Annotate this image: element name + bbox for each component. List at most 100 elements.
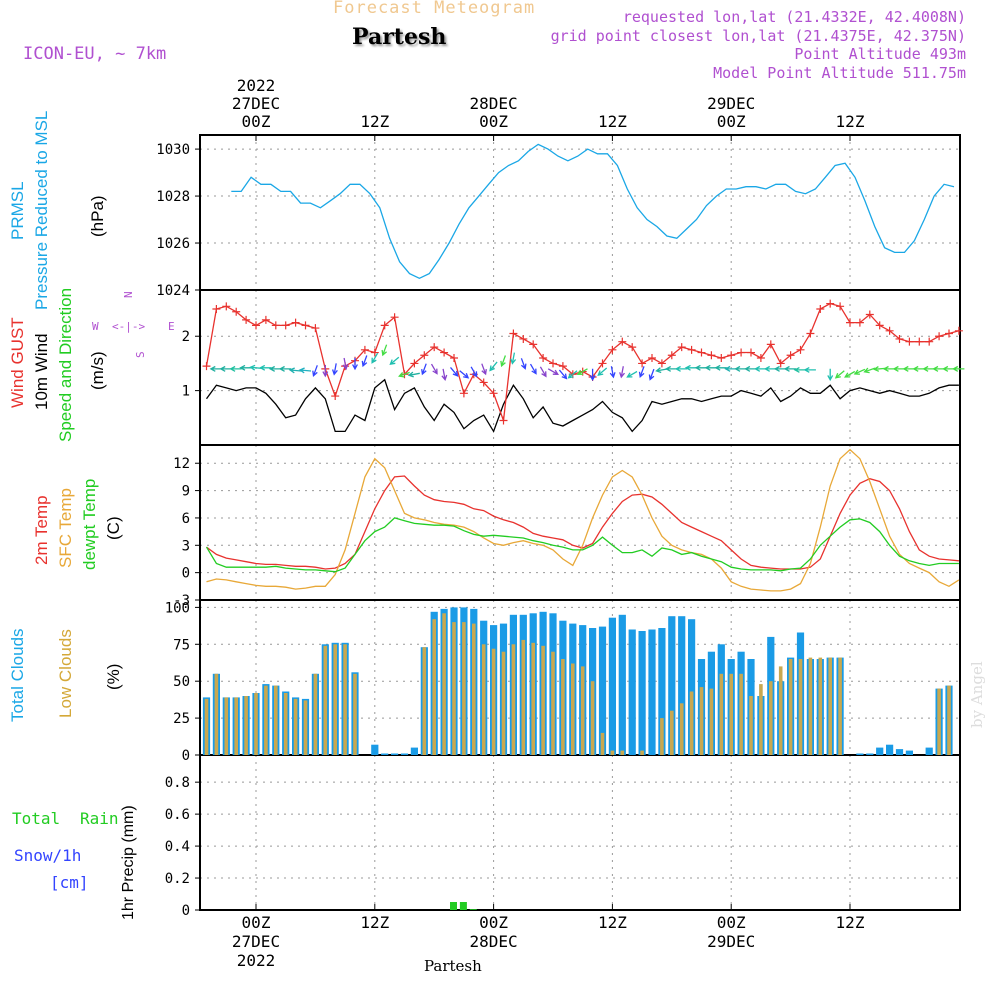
low-cloud-bar [303,700,308,755]
low-cloud-bar [283,693,288,755]
time-label-bottom: 29DEC [707,932,755,951]
low-cloud-bar [274,685,278,755]
ytick-label-wind: 2 [182,329,190,345]
ytick-label-pressure: 1024 [156,283,190,299]
wind-arrow [389,356,400,366]
time-label-top: 12Z [598,112,627,131]
low-cloud-bar [333,644,337,755]
ytick-label-precip: 0 [182,903,190,919]
gust-marker [410,359,419,368]
gust-marker [618,337,627,346]
gust-marker [232,307,241,316]
total-cloud-bar [381,753,389,755]
time-label-bottom: 00Z [242,913,271,932]
gust-marker [667,351,676,360]
low-cloud-bar [343,644,347,755]
wind-arrow [510,352,517,365]
wind-arrow [619,366,626,379]
time-label-bottom: 12Z [836,913,865,932]
ytick-label-clouds: 50 [173,674,190,690]
total-cloud-bar [608,617,616,755]
low-cloud-bar [788,659,793,755]
gust-marker [252,321,260,330]
ytick-label-clouds: 0 [182,748,190,764]
gust-marker [509,329,518,338]
low-cloud-bar [323,645,328,755]
wind-arrow [371,352,379,364]
wind-arrow [361,355,368,368]
gust-marker [747,348,755,357]
total-cloud-bar [876,747,884,755]
gust-marker [657,359,666,368]
gust-marker [420,351,429,360]
gust-marker [261,315,270,324]
total-cloud-bar [598,626,607,755]
wind-arrow [259,364,272,371]
low-cloud-bar [838,657,842,755]
low-cloud-bar [234,697,238,755]
gust-marker [519,334,528,343]
gust-marker [301,321,310,330]
wind-arrow [609,366,616,379]
wind-arrow [558,369,568,380]
total-cloud-bar [628,629,636,755]
wind-arrow [539,366,547,378]
time-label-top: 2022 [237,76,276,95]
low-cloud-bar [224,697,229,755]
gust-marker [855,318,864,327]
wind-arrow [952,365,965,372]
gust-marker [786,351,795,360]
gust-marker [390,313,399,322]
wind-arrow [576,368,588,375]
total-cloud-bar [688,619,696,755]
low-cloud-bar [590,681,595,755]
wind-arrow [229,365,242,372]
ytick-label-pressure: 1028 [156,189,190,205]
gust-marker [638,359,647,368]
gust-marker [271,321,280,330]
low-cloud-bar [244,696,248,755]
gust-marker [242,315,251,324]
panel-frame-pressure [199,134,961,291]
low-cloud-bar [531,642,535,755]
wind-arrow [626,370,638,378]
low-cloud-bar [759,684,763,755]
rain-bar [459,902,467,910]
gust-marker [885,326,894,335]
wind-arrow [470,366,478,378]
wind-arrow [342,357,349,371]
ytick-label-temp: 3 [182,538,190,554]
gust-marker [539,353,548,362]
low-cloud-bar [481,644,486,755]
time-label-bottom: 27DEC [232,932,280,951]
gust-marker [499,416,508,425]
gust-marker [628,343,637,352]
low-cloud-bar [670,710,674,755]
low-cloud-bar [214,673,219,755]
wind-arrow [547,368,559,375]
gust-marker [796,345,805,354]
ytick-label-precip: 0.8 [165,775,190,791]
gust-marker [945,329,953,338]
total-cloud-bar [678,616,686,755]
ytick-label-clouds: 100 [165,600,190,616]
wind-arrow [567,370,578,379]
time-label-bottom: 12Z [598,913,627,932]
gust-marker [935,332,944,341]
ytick-label-pressure: 1026 [156,236,190,252]
gust-marker [865,310,874,319]
low-cloud-bar [551,651,555,755]
wind-arrow [648,368,655,381]
gust-marker [816,305,825,314]
low-cloud-bar [452,622,456,755]
time-label-bottom: 2022 [237,951,276,970]
compass-w: W [92,320,99,333]
low-cloud-bar [501,651,506,755]
total-cloud-bar [866,753,874,755]
footer-location: Partesh [424,957,482,975]
model-label: ICON-EU, ~ 7km [23,44,167,64]
total-cloud-bar [856,753,864,755]
wind-arrow [674,365,688,372]
wind-arrow [853,368,866,375]
low-cloud-bar [353,673,357,755]
